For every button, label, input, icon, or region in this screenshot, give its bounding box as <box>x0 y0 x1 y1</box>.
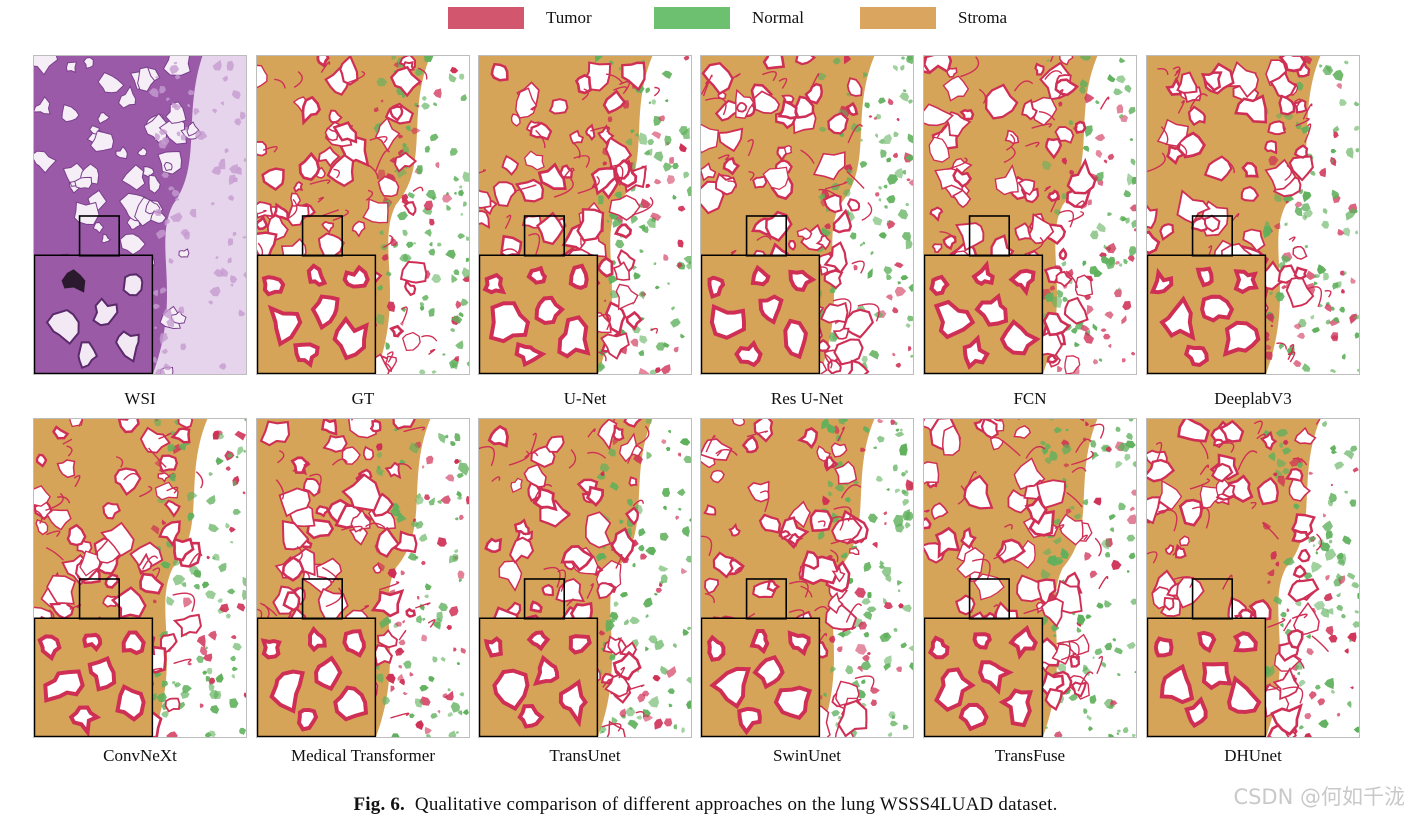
panel-deeplabv3 <box>1146 55 1360 375</box>
legend-label-normal: Normal <box>752 8 804 27</box>
panel-transfuse <box>923 418 1137 738</box>
panel-image-transfuse <box>924 419 1136 737</box>
legend-swatch-stroma <box>860 7 936 29</box>
panel-res-u-net <box>700 55 914 375</box>
figure-caption-text: Qualitative comparison of different appr… <box>414 794 1058 815</box>
panel-caption-deeplabv3: DeeplabV3 <box>1214 389 1292 408</box>
figure-caption-prefix: Fig. 6. <box>353 794 406 815</box>
panel-image-res-u-net <box>701 56 913 374</box>
panel-swinunet <box>700 418 914 738</box>
panel-image-fcn <box>924 56 1136 374</box>
panel-caption-transfuse: TransFuse <box>994 746 1066 765</box>
panel-image-medical-transformer <box>257 419 469 737</box>
panel-gt <box>256 55 470 375</box>
panel-image-gt <box>257 56 469 374</box>
panel-caption-transunet: TransUnet <box>549 746 621 765</box>
legend-swatch-normal <box>654 7 730 29</box>
panel-wsi <box>33 55 247 375</box>
panel-u-net <box>478 55 692 375</box>
panel-caption-swinunet: SwinUnet <box>773 746 841 765</box>
panel-image-swinunet <box>701 419 913 737</box>
panel-transunet <box>478 418 692 738</box>
panel-grid: WSI GT U-Net Res U-Net FCN DeeplabV3 ConvNeXt M… <box>33 55 1360 765</box>
panel-convnext <box>33 418 247 738</box>
panel-image-dhunet <box>1147 419 1359 737</box>
legend: Tumor Normal Stroma <box>0 6 1411 32</box>
legend-swatch-tumor <box>448 7 524 29</box>
figure-caption: Fig. 6. Qualitative comparison of differ… <box>0 794 1411 816</box>
panel-caption-gt: GT <box>351 389 375 408</box>
panel-medical-transformer <box>256 418 470 738</box>
panel-caption-convnext: ConvNeXt <box>103 746 177 765</box>
panel-caption-dhunet: DHUnet <box>1224 746 1282 765</box>
panel-dhunet <box>1146 418 1360 738</box>
watermark: CSDN @何如千泷 <box>1233 785 1405 809</box>
panel-caption-u-net: U-Net <box>563 389 607 408</box>
panel-image-convnext <box>34 419 246 737</box>
panel-image-deeplabv3 <box>1147 56 1359 374</box>
panel-image-transunet <box>479 419 691 737</box>
panel-caption-fcn: FCN <box>1013 389 1047 408</box>
panel-caption-wsi: WSI <box>124 389 156 408</box>
legend-label-tumor: Tumor <box>546 8 592 27</box>
panel-caption-res-u-net: Res U-Net <box>770 389 844 408</box>
panel-image-wsi <box>34 56 246 374</box>
panel-fcn <box>923 55 1137 375</box>
panel-caption-medical-transformer: Medical Transformer <box>290 746 435 765</box>
legend-label-stroma: Stroma <box>958 8 1008 27</box>
panel-image-u-net <box>479 56 691 374</box>
